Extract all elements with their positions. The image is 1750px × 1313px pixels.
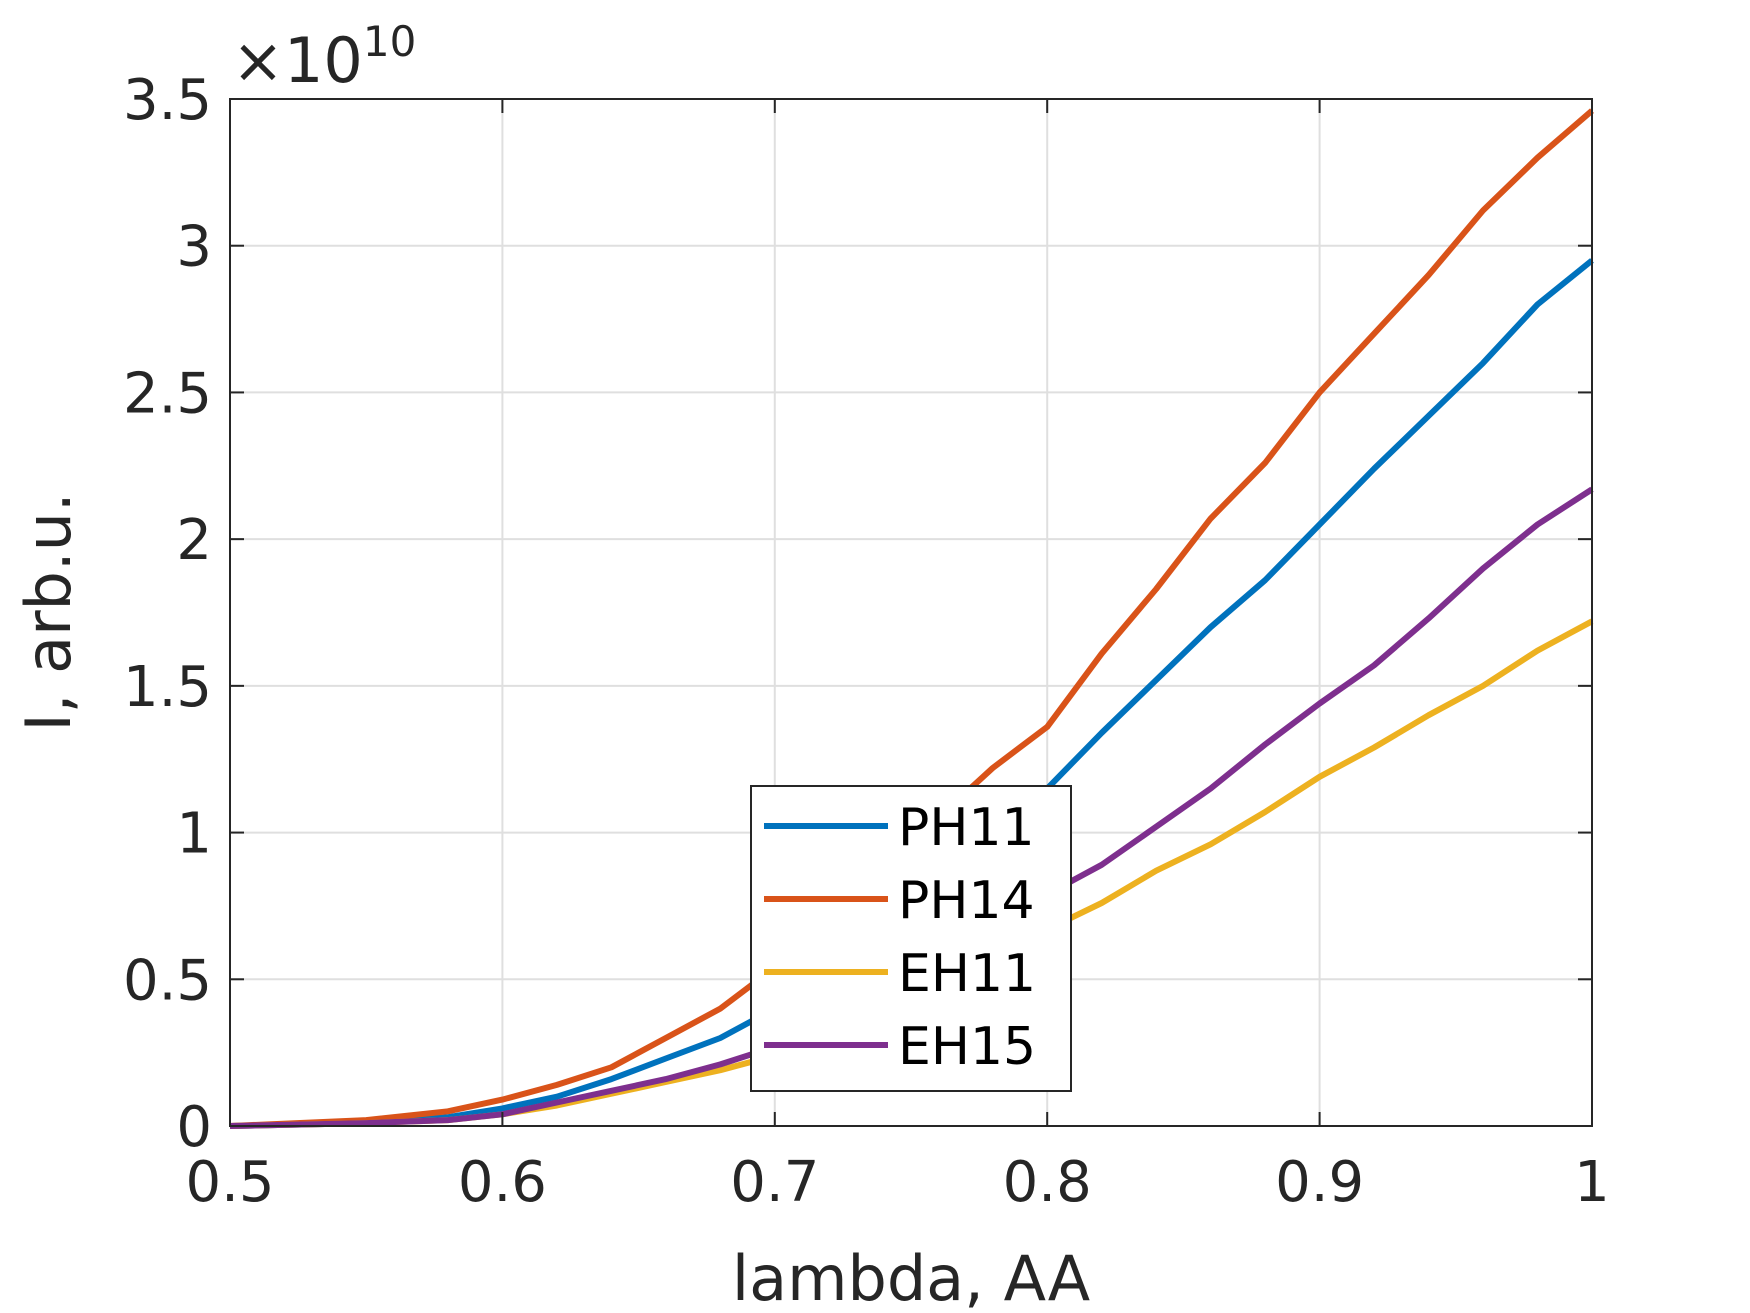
axis-ticks	[229, 98, 1593, 1127]
x-tick-label: 0.9	[1275, 1150, 1364, 1215]
plot-frame	[229, 98, 1593, 1127]
legend-label-ph11: PH11	[898, 798, 1035, 858]
y-exponent-multiplier: ×1010	[232, 17, 416, 97]
y-tick-label: 0	[176, 1095, 212, 1160]
legend-box	[750, 785, 1072, 1092]
x-tick-label: 0.7	[730, 1150, 819, 1215]
legend-label-eh11: EH11	[898, 944, 1036, 1004]
y-tick-label: 2	[176, 508, 212, 573]
grid	[230, 99, 1592, 1126]
y-tick-label: 3	[176, 215, 212, 280]
legend: PH11 PH14 EH11 EH15	[750, 785, 1072, 1092]
x-tick-label: 0.5	[185, 1150, 274, 1215]
x-tick-label: 0.6	[458, 1150, 547, 1215]
x-tick-label: 1	[1574, 1150, 1610, 1215]
x-tick-labels: 0.5 0.6 0.7 0.8 0.9 1	[185, 1150, 1609, 1215]
x-axis-label: lambda, AA	[732, 1242, 1090, 1313]
y-tick-label: 0.5	[123, 948, 212, 1013]
legend-label-ph14: PH14	[898, 871, 1035, 931]
y-tick-label: 3.5	[123, 68, 212, 133]
y-tick-label: 2.5	[123, 361, 212, 426]
legend-label-eh15: EH15	[898, 1017, 1036, 1077]
y-tick-label: 1.5	[123, 655, 212, 720]
y-exponent-power: 10	[363, 17, 416, 66]
y-tick-labels: 0 0.5 1 1.5 2 2.5 3 3.5	[123, 68, 212, 1160]
y-tick-label: 1	[176, 802, 212, 867]
x-tick-label: 0.8	[1003, 1150, 1092, 1215]
y-axis-label: I, arb.u.	[12, 492, 85, 731]
